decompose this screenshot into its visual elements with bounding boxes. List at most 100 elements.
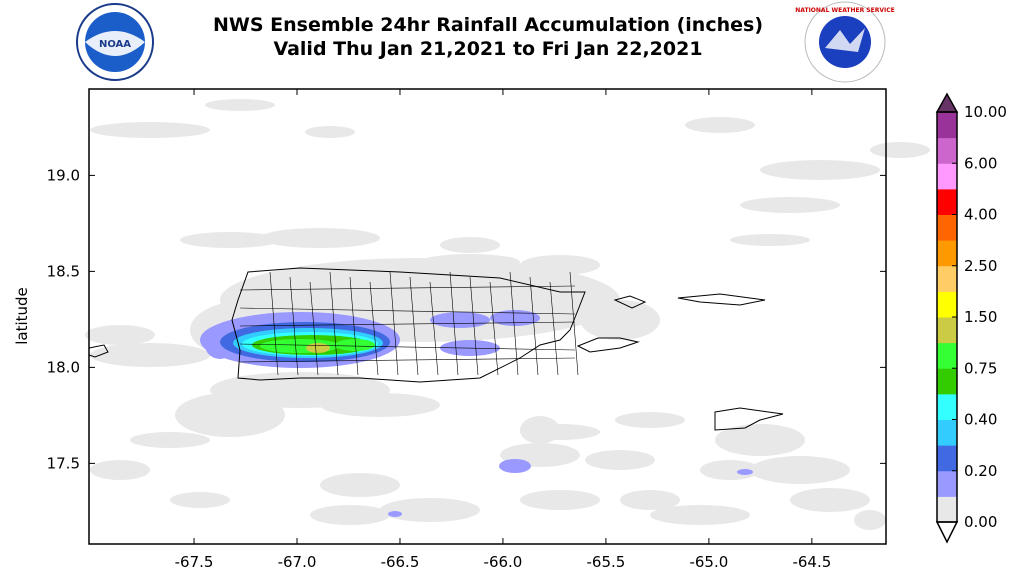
rain-contour-trace <box>310 505 390 525</box>
rain-contour-trace <box>520 490 600 510</box>
colorbar-bin <box>937 137 957 164</box>
colorbar-bin <box>937 470 957 497</box>
colorbar-bin <box>937 496 957 523</box>
rain-contour-trace <box>730 234 810 246</box>
rain-contour <box>306 343 330 353</box>
rain-contour-trace <box>380 498 480 522</box>
rain-contour-trace <box>750 456 850 484</box>
municipality-border <box>309 281 319 376</box>
rain-contour <box>388 511 402 517</box>
municipality-border <box>469 276 479 376</box>
municipality-border <box>239 343 576 351</box>
colorbar-label: 1.50 <box>964 308 997 326</box>
island-outline <box>714 407 784 431</box>
rain-field <box>85 99 930 530</box>
chart-subtitle: Valid Thu Jan 21,2021 to Fri Jan 22,2021 <box>273 38 703 60</box>
rain-contour-trace <box>90 122 210 138</box>
municipality-border <box>239 307 576 315</box>
colorbar-bin <box>937 291 957 318</box>
colorbar-label: 4.00 <box>964 206 997 224</box>
rain-contour-trace <box>130 432 210 448</box>
rain-contour-trace <box>180 232 280 248</box>
colorbar-bin <box>937 445 957 472</box>
island-outline <box>613 295 647 309</box>
rain-contour <box>490 310 540 326</box>
x-tick-label: -66.5 <box>381 553 420 571</box>
rain-contour-trace <box>715 424 805 456</box>
municipality-border <box>389 271 399 376</box>
municipality-border <box>569 271 579 376</box>
colorbar-bin <box>937 368 957 395</box>
nws-logo: NATIONAL WEATHER SERVICE <box>795 1 895 83</box>
y-axis-label: latitude <box>13 287 31 345</box>
rain-contour-trace <box>320 473 400 497</box>
rain-contour-trace <box>170 492 230 508</box>
y-tick-label: 17.5 <box>47 454 80 472</box>
colorbar: 0.00 0.20 0.40 0.75 1.50 2.50 4.00 6.00 10.00 <box>935 92 1007 544</box>
municipality-border <box>509 271 519 376</box>
municipality-border <box>369 281 379 376</box>
x-tick-label: -65.5 <box>587 553 626 571</box>
x-tick-label: -67.0 <box>278 553 317 571</box>
island-outline <box>231 267 586 383</box>
x-tick-label: -66.0 <box>484 553 523 571</box>
x-tick-label: -65.0 <box>689 553 728 571</box>
municipality-border <box>289 276 299 376</box>
rain-contour-trace <box>440 237 500 253</box>
rain-contour-trace <box>650 505 750 525</box>
x-tick-label: -64.5 <box>792 553 831 571</box>
colorbar-bin <box>937 188 957 215</box>
rain-contour-trace <box>205 99 275 111</box>
island-outline <box>677 293 766 306</box>
noaa-logo-text: NOAA <box>99 39 131 50</box>
municipality-border <box>409 276 419 376</box>
colorbar-bin <box>937 214 957 241</box>
municipality-border <box>239 321 576 327</box>
rain-contour-trace <box>260 228 380 248</box>
island-outline <box>576 337 640 353</box>
colorbar-label: 0.00 <box>964 513 997 531</box>
rain-contour-trace <box>85 325 155 345</box>
rain-contour-trace <box>585 450 655 470</box>
colorbar-bin <box>937 317 957 344</box>
colorbar-bin <box>937 163 957 190</box>
chart-title: NWS Ensemble 24hr Rainfall Accumulation … <box>212 14 764 36</box>
y-tick-label: 18.0 <box>47 358 80 376</box>
coastlines <box>88 267 784 431</box>
colorbar-under-arrow <box>935 521 959 544</box>
rain-contour <box>499 459 531 473</box>
colorbar-bin <box>937 342 957 369</box>
rain-contour-trace <box>854 510 886 530</box>
colorbar-bin <box>937 393 957 420</box>
rain-contour-trace <box>620 490 680 510</box>
rain-contour-trace <box>320 393 440 417</box>
colorbar-label: 2.50 <box>964 257 997 275</box>
rain-contour <box>737 469 753 475</box>
colorbar-label: 0.40 <box>964 411 997 429</box>
rain-contour-trace <box>90 460 150 480</box>
rain-contour <box>335 339 375 351</box>
y-tick-label: 19.0 <box>47 166 80 184</box>
colorbar-label: 6.00 <box>964 154 997 172</box>
colorbar-bin <box>937 419 957 446</box>
colorbar-label: 0.20 <box>964 462 997 480</box>
rain-contour-trace <box>700 460 760 480</box>
municipality-border <box>239 285 576 291</box>
rain-contour-trace <box>685 117 755 133</box>
municipality-border <box>489 281 499 376</box>
rain-contour-trace <box>740 197 840 213</box>
rain-contour-trace <box>790 488 870 512</box>
municipality-border <box>239 357 576 363</box>
municipality-border <box>549 281 559 376</box>
colorbar-bin <box>937 112 957 139</box>
rain-contour-trace <box>870 142 930 158</box>
noaa-logo: NOAA <box>76 3 154 81</box>
colorbar-over-arrow <box>935 92 959 113</box>
colorbar-label: 0.75 <box>964 359 997 377</box>
municipality-border <box>269 271 279 376</box>
rain-contour-trace <box>580 300 660 340</box>
rain-contour-trace <box>305 126 355 138</box>
y-tick-label: 18.5 <box>47 262 80 280</box>
rain-contour-trace <box>615 412 685 428</box>
